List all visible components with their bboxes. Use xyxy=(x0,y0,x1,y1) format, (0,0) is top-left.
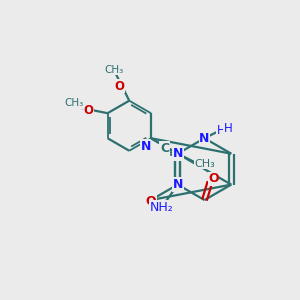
Text: CH₃: CH₃ xyxy=(195,159,215,169)
Text: H: H xyxy=(224,122,232,134)
Text: H: H xyxy=(217,124,226,137)
Text: C: C xyxy=(160,142,169,155)
Text: NH₂: NH₂ xyxy=(150,201,173,214)
Text: O: O xyxy=(114,80,124,93)
Text: O: O xyxy=(84,103,94,116)
Text: O: O xyxy=(208,172,219,185)
Text: N: N xyxy=(140,140,151,153)
Text: CH₃: CH₃ xyxy=(104,65,123,75)
Text: CH₃: CH₃ xyxy=(65,98,84,108)
Text: N: N xyxy=(199,132,210,145)
Text: N: N xyxy=(172,147,183,160)
Text: N: N xyxy=(172,178,183,191)
Text: O: O xyxy=(146,195,156,208)
